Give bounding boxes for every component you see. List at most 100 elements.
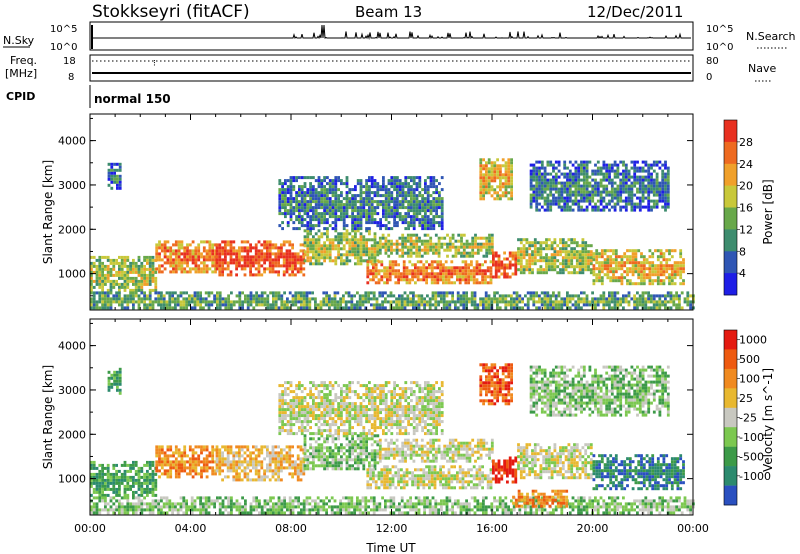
power-cell-r9 (683, 300, 687, 304)
power-cell-r2 (252, 246, 255, 250)
power-cell-r10 (535, 169, 539, 173)
power-cell-r4 (397, 275, 400, 279)
power-cell-r12 (298, 227, 301, 231)
power-cell-r12 (303, 182, 307, 186)
power-cell-r12 (435, 215, 438, 219)
power-cell-r4 (422, 266, 426, 270)
power-cell-r12 (326, 176, 329, 180)
power-cell-r2 (224, 258, 227, 262)
vel-cell-r1 (169, 472, 173, 476)
power-cell-r9 (272, 306, 275, 310)
vel-cell-r1 (172, 451, 175, 455)
power-cell-r9 (258, 297, 261, 301)
vel-cell-r0 (112, 481, 116, 485)
power-cell-r6 (494, 251, 498, 255)
power-cell-r2 (263, 267, 266, 271)
power-cell-r4 (411, 278, 414, 282)
power-cell-r8 (614, 249, 618, 253)
power-cell-r9 (146, 297, 149, 301)
power-cell-r10 (529, 178, 533, 182)
power-cell-r9 (400, 294, 404, 298)
power-cell-r9 (174, 291, 177, 295)
power-cell-r2 (229, 273, 233, 277)
power-cell-r9 (272, 300, 275, 304)
power-cell-r12 (328, 209, 332, 213)
power-cell-r2 (266, 258, 269, 262)
power-cell-r9 (658, 294, 662, 298)
power-cell-r12 (284, 188, 287, 192)
power-cell-r3 (368, 247, 371, 251)
power-cell-r8 (600, 252, 604, 256)
power-cell-r1 (183, 252, 187, 256)
power-cell-r9 (689, 303, 692, 307)
power-cell-r9 (448, 306, 452, 310)
power-cell-r8 (617, 255, 621, 259)
power-cell-r9 (277, 291, 281, 295)
power-cell-r0 (95, 267, 99, 271)
power-cell-r5 (426, 233, 430, 237)
power-cell-r11 (116, 162, 119, 166)
power-cell-r7 (581, 265, 585, 269)
power-cell-r9 (459, 303, 463, 307)
power-cell-r5 (465, 245, 469, 249)
power-cell-r11 (113, 174, 116, 178)
power-cell-r12 (432, 197, 436, 201)
power-cell-r9 (157, 300, 160, 304)
power-cell-r3 (359, 244, 363, 248)
power-cell-r7 (570, 250, 574, 254)
power-cell-r12 (300, 200, 304, 204)
power-cell-r3 (314, 232, 318, 236)
power-cell-r12 (370, 221, 374, 225)
power-cell-r2 (229, 249, 233, 253)
power-cell-r3 (314, 256, 318, 260)
power-cell-r10 (622, 172, 625, 176)
power-cell-r7 (570, 253, 574, 257)
power-cell-r1 (191, 267, 195, 271)
power-cell-r10 (624, 190, 628, 194)
power-cell-r4 (481, 278, 484, 282)
vel-cell-r1 (163, 454, 167, 458)
power-cell-r0 (148, 273, 152, 277)
power-cell-r10 (627, 193, 631, 197)
power-cell-r9 (266, 300, 270, 304)
power-cell-r9 (263, 303, 267, 307)
vel-cell-r0 (98, 463, 102, 467)
power-cell-r12 (334, 185, 338, 189)
power-cell-r9 (445, 291, 449, 295)
power-cell-r10 (650, 205, 653, 209)
power-cell-r8 (612, 270, 615, 274)
power-cell-r12 (390, 176, 394, 180)
power-cell-r10 (647, 181, 651, 185)
power-cell-r9 (428, 297, 432, 301)
power-cell-r12 (300, 191, 304, 195)
power-cell-r9 (123, 306, 127, 310)
power-cell-r9 (661, 300, 664, 304)
power-cell-r5 (460, 251, 463, 255)
power-colorbar-tick-label: 28 (739, 136, 753, 149)
power-cell-r7 (522, 265, 526, 269)
power-cell-r9 (594, 300, 597, 304)
power-cell-r9 (288, 306, 292, 310)
power-cell-r7 (550, 259, 554, 263)
power-cell-r10 (574, 196, 578, 200)
power-cell-r12 (312, 224, 315, 228)
power-cell-r8 (670, 282, 674, 286)
power-cell-r8 (600, 276, 604, 280)
power-cell-r12 (345, 212, 349, 216)
power-cell-r1 (169, 261, 173, 265)
power-cell-r10 (594, 172, 597, 176)
power-cell-r13 (510, 194, 513, 198)
power-cell-r2 (246, 246, 250, 250)
power-cell-r9 (616, 297, 620, 301)
power-cell-r12 (421, 221, 424, 225)
power-cell-r10 (535, 190, 539, 194)
power-cell-r9 (95, 306, 99, 310)
power-cell-r5 (434, 248, 438, 252)
power-cell-r9 (487, 294, 491, 298)
power-cell-r2 (240, 264, 244, 268)
power-cell-r9 (188, 297, 191, 301)
power-cell-r8 (603, 264, 607, 268)
power-cell-r7 (533, 241, 537, 245)
power-cell-r7 (559, 250, 562, 254)
power-cell-r1 (202, 255, 206, 259)
